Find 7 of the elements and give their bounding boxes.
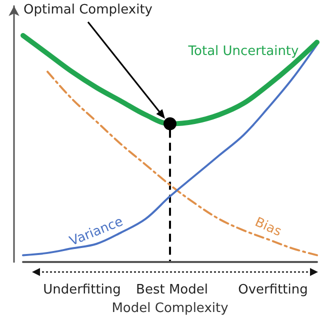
text: Underfitting [43, 282, 121, 298]
text: Overfitting [238, 282, 308, 298]
series-label: Total Uncertainty [187, 44, 300, 59]
text: Best Model [136, 282, 208, 298]
x-axis-title: Model Complexity [112, 301, 229, 316]
text: Bias [252, 214, 284, 240]
text: Optimal Complexity [24, 2, 153, 18]
